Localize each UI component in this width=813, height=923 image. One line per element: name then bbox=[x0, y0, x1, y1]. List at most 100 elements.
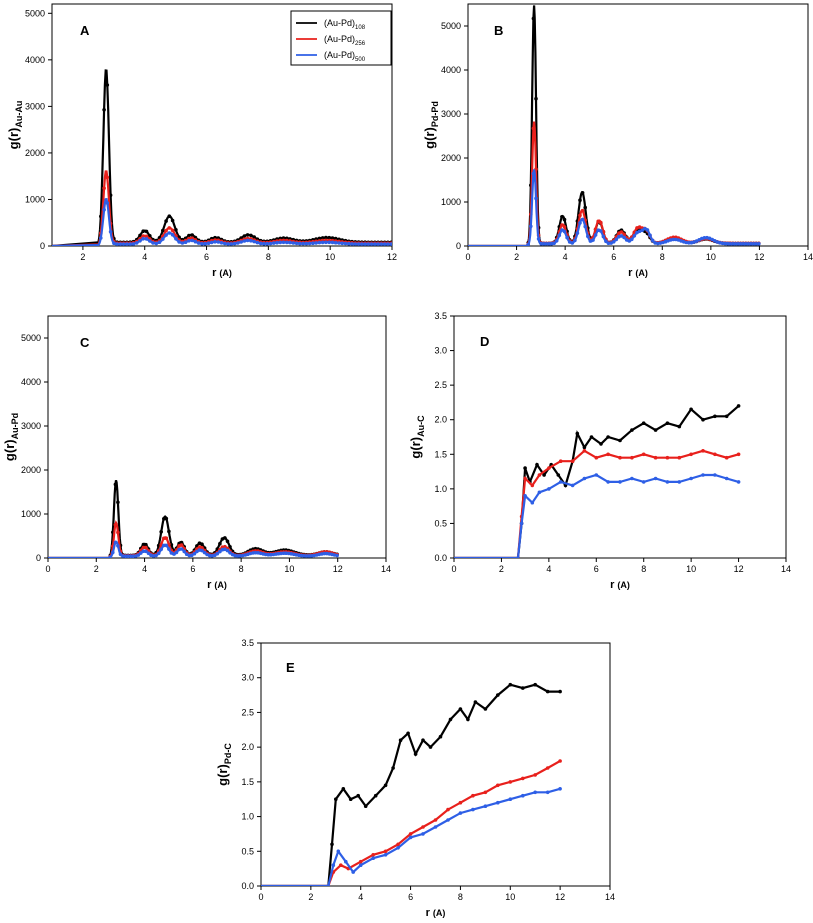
x-tick-label: 8 bbox=[641, 564, 646, 574]
data-point bbox=[373, 793, 378, 798]
data-point bbox=[347, 241, 351, 246]
x-tick-label: 2 bbox=[80, 252, 85, 262]
data-point bbox=[111, 550, 115, 555]
data-point bbox=[307, 554, 311, 558]
data-point bbox=[190, 238, 194, 243]
data-point bbox=[350, 242, 354, 246]
data-point bbox=[278, 240, 283, 245]
data-point bbox=[383, 849, 388, 854]
data-point bbox=[583, 224, 587, 229]
data-point bbox=[320, 236, 325, 240]
data-point bbox=[302, 554, 306, 558]
legend-entry-label: (Au-Pd)500 bbox=[324, 50, 366, 63]
data-point bbox=[177, 240, 181, 244]
data-point bbox=[327, 240, 332, 245]
data-point bbox=[255, 240, 260, 245]
data-point bbox=[508, 682, 513, 687]
data-point bbox=[161, 228, 165, 233]
data-point bbox=[245, 238, 250, 243]
x-axis-label: r (A) bbox=[212, 267, 232, 279]
y-tick-label: 4000 bbox=[25, 55, 45, 65]
data-point bbox=[269, 552, 273, 557]
data-point bbox=[594, 473, 599, 477]
data-point bbox=[677, 455, 682, 460]
y-tick-label: 1000 bbox=[441, 197, 461, 207]
data-point bbox=[317, 236, 322, 241]
data-point bbox=[263, 552, 268, 557]
data-point bbox=[622, 235, 626, 240]
data-point bbox=[281, 551, 286, 555]
data-point bbox=[314, 241, 318, 245]
data-point bbox=[136, 553, 141, 557]
x-tick-label: 8 bbox=[458, 892, 463, 902]
data-point bbox=[167, 226, 172, 230]
y-tick-label: 1.5 bbox=[241, 777, 254, 787]
x-tick-label: 4 bbox=[546, 564, 551, 574]
data-point bbox=[236, 241, 240, 245]
data-point bbox=[356, 793, 361, 798]
data-point bbox=[421, 832, 425, 836]
data-point bbox=[746, 242, 751, 246]
data-point bbox=[179, 543, 184, 547]
data-point bbox=[558, 759, 562, 763]
data-point bbox=[580, 208, 585, 213]
data-point bbox=[113, 522, 118, 527]
x-tick-label: 0 bbox=[45, 564, 50, 574]
data-point bbox=[369, 242, 374, 246]
data-point bbox=[557, 233, 562, 238]
data-point bbox=[187, 233, 191, 238]
data-point bbox=[218, 541, 222, 546]
data-point bbox=[483, 790, 488, 795]
data-point bbox=[326, 884, 331, 886]
data-point bbox=[536, 237, 541, 241]
data-point bbox=[159, 547, 163, 552]
data-point bbox=[317, 240, 322, 245]
data-point bbox=[144, 549, 148, 554]
data-point bbox=[547, 466, 551, 470]
data-point bbox=[371, 856, 376, 860]
data-point bbox=[741, 242, 745, 246]
data-point bbox=[154, 241, 159, 246]
data-point bbox=[333, 240, 338, 245]
data-point bbox=[138, 233, 142, 238]
data-point bbox=[483, 707, 488, 711]
data-point bbox=[545, 689, 550, 694]
data-point bbox=[687, 241, 691, 245]
data-point bbox=[128, 554, 133, 558]
y-tick-label: 0 bbox=[456, 241, 461, 251]
data-point bbox=[466, 717, 470, 722]
data-point bbox=[284, 551, 288, 555]
data-point bbox=[252, 235, 256, 239]
y-axis-label: g(r)Pd-C bbox=[215, 743, 233, 786]
data-point bbox=[701, 449, 705, 453]
data-point bbox=[408, 835, 413, 840]
data-point bbox=[545, 790, 550, 795]
data-point bbox=[713, 452, 717, 457]
y-tick-label: 3.0 bbox=[241, 673, 254, 683]
data-point bbox=[99, 236, 103, 240]
data-point bbox=[105, 83, 110, 87]
data-point bbox=[223, 544, 227, 549]
data-point bbox=[245, 233, 250, 237]
x-tick-label: 4 bbox=[142, 252, 147, 262]
data-point bbox=[583, 205, 587, 210]
data-point bbox=[578, 221, 582, 225]
data-point bbox=[351, 870, 356, 874]
data-point bbox=[448, 717, 453, 722]
data-point bbox=[233, 553, 237, 558]
y-tick-label: 1000 bbox=[21, 509, 41, 519]
data-point bbox=[187, 239, 191, 243]
y-tick-label: 1.0 bbox=[241, 812, 254, 822]
x-tick-label: 10 bbox=[686, 564, 696, 574]
data-point bbox=[458, 707, 463, 711]
data-point bbox=[343, 241, 348, 246]
data-point bbox=[159, 530, 163, 534]
data-point bbox=[115, 242, 119, 246]
data-point bbox=[560, 215, 564, 219]
data-point bbox=[630, 237, 634, 242]
data-point bbox=[483, 804, 488, 808]
data-point bbox=[225, 539, 230, 544]
data-point bbox=[713, 414, 717, 419]
data-point bbox=[671, 237, 676, 242]
data-point bbox=[526, 242, 530, 246]
